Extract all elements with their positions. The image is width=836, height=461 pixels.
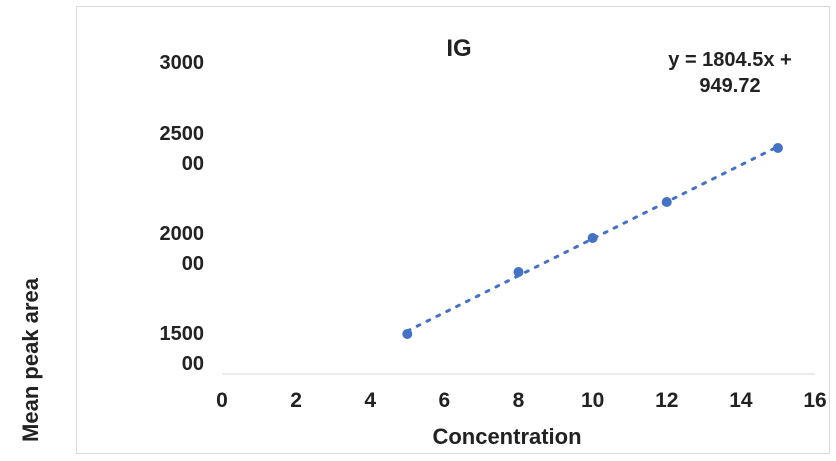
chart-title: IG xyxy=(446,35,471,62)
x-tick-label: 2 xyxy=(290,389,302,412)
x-tick-label: 6 xyxy=(439,389,451,412)
trendline-equation-line-1: y = 1804.5x + xyxy=(668,49,791,71)
y-tick-label-continuation: 00 xyxy=(182,253,204,275)
data-point xyxy=(513,267,524,277)
y-tick-label: 2500 xyxy=(160,123,205,145)
y-tick-label: 1500 xyxy=(160,323,205,345)
trendline xyxy=(405,145,780,333)
x-tick-label: 10 xyxy=(581,389,604,412)
trendline-equation-line-2: 949.72 xyxy=(699,75,760,97)
x-tick-label: 14 xyxy=(729,389,753,412)
chart-frame xyxy=(76,6,830,454)
data-point xyxy=(772,143,783,153)
x-tick-label: 4 xyxy=(364,389,376,412)
x-tick-label: 16 xyxy=(803,389,826,412)
y-tick-label: 2000 xyxy=(160,223,205,245)
y-tick-label: 3000 xyxy=(160,52,205,74)
data-point xyxy=(587,233,598,243)
y-axis-tick-labels: 1500 00 2000 00 2500 00 3000 xyxy=(160,52,205,375)
y-axis-title: Mean peak area xyxy=(18,277,43,442)
data-points xyxy=(402,143,783,339)
y-tick-label-continuation: 00 xyxy=(182,353,204,375)
x-tick-label: 0 xyxy=(216,389,228,412)
x-axis-title: Concentration xyxy=(432,424,581,449)
y-tick-label-continuation: 00 xyxy=(182,153,204,175)
x-axis-tick-labels: 0 2 4 6 8 10 12 14 16 xyxy=(216,389,827,412)
x-tick-label: 12 xyxy=(655,389,678,412)
data-point xyxy=(661,197,672,207)
data-point xyxy=(402,329,413,339)
x-tick-label: 8 xyxy=(513,389,525,412)
